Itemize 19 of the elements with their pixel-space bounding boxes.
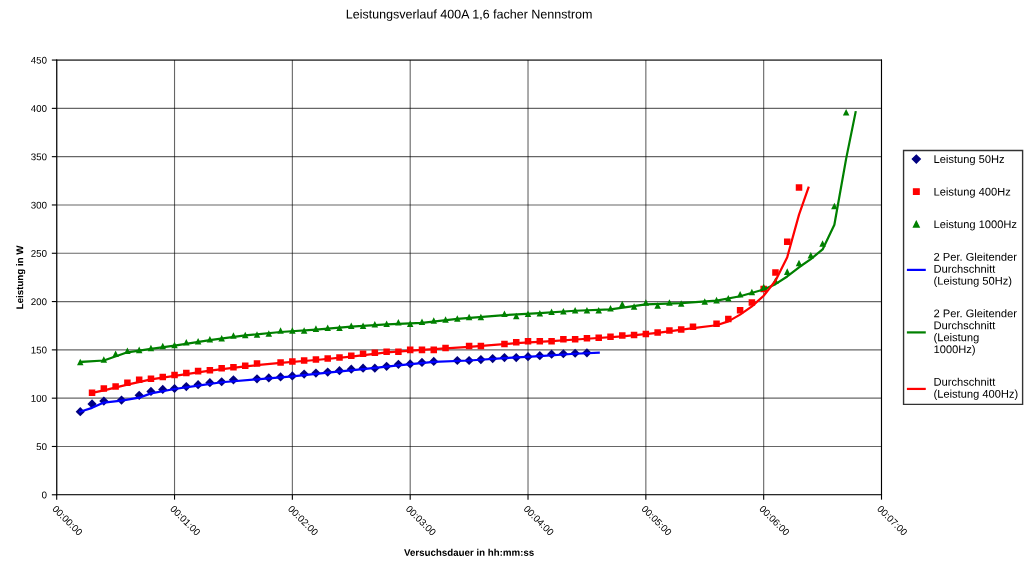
legend-label: Leistung 1000Hz (934, 220, 1017, 231)
y-tick-label: 150 (31, 346, 47, 354)
y-tick-label: 0 (41, 491, 47, 499)
legend-label: Durchschnitt (Leistung 400Hz) (934, 377, 1018, 400)
y-tick-label: 350 (31, 153, 47, 161)
y-tick-label: 400 (30, 105, 47, 112)
legend-label: Leistung 400Hz (934, 187, 1011, 198)
y-tick-label: 50 (36, 443, 47, 451)
y-tick-label: 450 (30, 56, 47, 64)
y-tick-label: 100 (31, 394, 47, 402)
y-tick-label: 200 (31, 298, 47, 306)
legend-label: 2 Per. Gleitender Durchschnitt (Leistung 50Hz) (934, 252, 1017, 287)
legend-label: 2 Per. Gleitender Durchschnitt (Leistung 1000Hz) (934, 309, 1017, 356)
legend-label: Leistung 50Hz (934, 154, 1005, 166)
y-axis-title: Leistung in W (16, 245, 26, 309)
y-tick-label: 300 (31, 201, 47, 209)
y-tick-label: 250 (31, 250, 47, 257)
x-axis-title: Versuchsdauer in hh:mm:ss (404, 548, 534, 556)
chart-title: Leistungsverlauf 400A 1,6 facher Nennstrom (346, 9, 592, 21)
